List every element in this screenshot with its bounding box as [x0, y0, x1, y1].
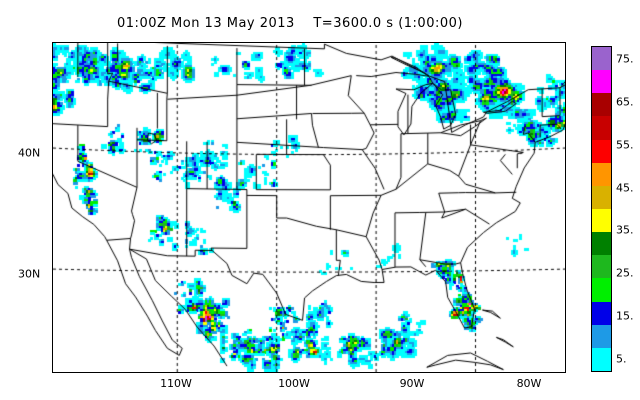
- x-tick-label: 100W: [278, 377, 310, 390]
- colorbar-tick-label: 5.: [616, 352, 627, 366]
- colorbar-band: [592, 232, 611, 256]
- colorbar-band: [592, 185, 611, 209]
- map-plot-area: [52, 42, 566, 373]
- colorbar-band: [592, 301, 611, 325]
- colorbar-band: [592, 47, 611, 71]
- colorbar-band: [592, 162, 611, 186]
- x-tick-label: 110W: [160, 377, 192, 390]
- colorbar-band: [592, 93, 611, 117]
- colorbar-band: [592, 139, 611, 163]
- colorbar-tick-label: 25.: [616, 266, 634, 280]
- colorbar-tick-label: 55.: [616, 138, 634, 152]
- colorbar-band: [592, 278, 611, 302]
- y-tick-label: 30N: [18, 267, 41, 281]
- map-overlay-boundaries: [53, 43, 565, 372]
- colorbar-tick-label: 75.: [616, 52, 634, 66]
- colorbar-band: [592, 116, 611, 140]
- colorbar-tick-label: 65.: [616, 95, 634, 109]
- colorbar-tick-label: 35.: [616, 223, 634, 237]
- x-tick-label: 90W: [399, 377, 425, 390]
- colorbar-band: [592, 255, 611, 279]
- colorbar-band: [592, 347, 611, 371]
- colorbar-band: [592, 70, 611, 94]
- figure-title: 01:00Z Mon 13 May 2013 T=3600.0 s (1:00:…: [117, 16, 463, 31]
- y-tick-label: 40N: [18, 146, 41, 160]
- colorbar-band: [592, 324, 611, 348]
- x-tick-label: 80W: [516, 377, 542, 390]
- colorbar: [591, 46, 612, 372]
- colorbar-tick-label: 15.: [616, 309, 634, 323]
- colorbar-tick-label: 45.: [616, 181, 634, 194]
- colorbar-band: [592, 208, 611, 233]
